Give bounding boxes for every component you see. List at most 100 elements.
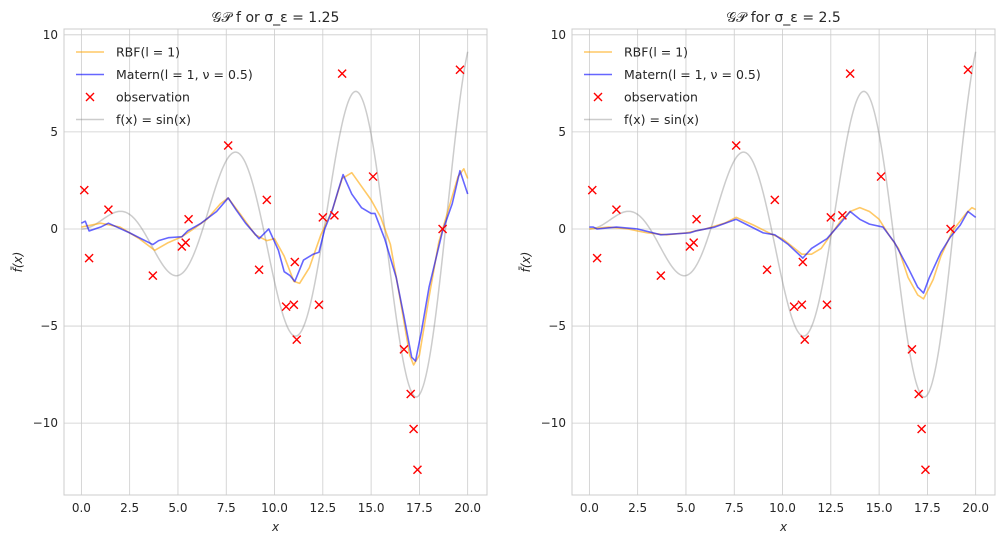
observation-marker — [587, 185, 597, 195]
x-tick-label: 12.5 — [817, 501, 844, 515]
observation-marker — [103, 205, 113, 215]
observation-marker — [800, 335, 810, 345]
x-axis-label: x — [271, 520, 280, 534]
observation-marker — [656, 271, 666, 281]
observation-marker — [731, 141, 741, 150]
plot-area — [587, 51, 977, 475]
y-tick-label: −5 — [548, 319, 566, 333]
observation-marker — [262, 195, 272, 205]
y-tick-label: 10 — [43, 28, 58, 42]
observation-marker — [611, 205, 621, 215]
x-tick-label: 7.5 — [217, 501, 236, 515]
chart-title: 𝒢𝒫 f or σ_ε = 1.25 — [212, 10, 340, 26]
observation-marker — [399, 344, 409, 354]
x-axis-label: x — [779, 520, 788, 534]
observation-marker — [289, 300, 299, 310]
legend-marker-observation — [85, 92, 95, 102]
observation-marker — [79, 185, 89, 195]
plot-area — [79, 51, 469, 475]
y-tick-label: 5 — [50, 125, 58, 139]
observation-marker — [292, 335, 302, 345]
x-tick-label: 17.5 — [914, 501, 941, 515]
observation-marker — [254, 265, 264, 275]
observation-marker — [290, 257, 300, 267]
observation-marker — [84, 253, 94, 263]
observation-marker — [329, 210, 339, 220]
observation-marker — [917, 424, 927, 434]
observation-marker — [689, 238, 699, 248]
y-axis-label: f̄(x) — [11, 252, 25, 273]
observation-marker — [837, 210, 847, 220]
observation-marker — [412, 465, 422, 475]
legend-label: RBF(l = 1) — [116, 45, 180, 60]
legend-label: RBF(l = 1) — [624, 45, 688, 60]
observation-marker — [876, 172, 886, 182]
observation-marker — [914, 389, 924, 399]
observation-marker — [406, 389, 416, 399]
x-tick-label: 0.0 — [72, 501, 91, 515]
y-axis-label: f̄(x) — [519, 252, 533, 273]
observation-marker — [223, 141, 233, 150]
observation-marker — [592, 253, 602, 263]
plot-frame — [571, 28, 996, 496]
y-tick-label: 5 — [558, 125, 566, 139]
y-tick-label: −10 — [33, 416, 58, 430]
truth-curve — [589, 51, 977, 398]
observation-marker — [184, 214, 194, 224]
observation-marker — [946, 224, 956, 234]
observation-marker — [798, 257, 808, 267]
observation-marker — [692, 214, 702, 224]
observation-marker — [148, 271, 158, 281]
observation-marker — [845, 69, 855, 79]
observation-marker — [368, 172, 378, 182]
observation-marker — [318, 212, 328, 222]
observation-marker — [314, 300, 324, 310]
observation-marker — [181, 238, 191, 248]
legend-label: Matern(l = 1, ν = 0.5) — [624, 67, 761, 82]
plot-frame — [63, 28, 488, 496]
observation-marker — [281, 302, 291, 312]
matern-mean-curve — [589, 210, 977, 294]
observation-marker — [963, 65, 973, 75]
chart-panel-left: 0.0 2.5 5.0 7.5 10.0 12.5 15.0 17.5 20.0 −10 −5 0 5 1… — [11, 10, 488, 534]
legend-marker-observation — [593, 92, 603, 102]
observation-marker — [409, 424, 419, 434]
x-tick-label: 5.0 — [168, 501, 187, 515]
matern-mean-curve — [81, 169, 469, 362]
observation-marker — [455, 65, 465, 75]
legend-label: observation — [624, 90, 698, 105]
x-tick-label: 10.0 — [769, 501, 796, 515]
x-tick-label: 0.0 — [580, 501, 599, 515]
truth-curve — [81, 51, 469, 398]
x-tick-label: 20.0 — [962, 501, 989, 515]
chart-title: 𝒢𝒫 for σ_ε = 2.5 — [726, 10, 841, 26]
x-tick-label: 10.0 — [261, 501, 288, 515]
legend-label: Matern(l = 1, ν = 0.5) — [116, 67, 253, 82]
observation-marker — [337, 69, 347, 79]
y-tick-label: 0 — [558, 222, 566, 236]
legend-label: f(x) = sin(x) — [624, 112, 699, 127]
observation-marker — [789, 302, 799, 312]
legend-label: f(x) = sin(x) — [116, 112, 191, 127]
x-tick-label: 17.5 — [406, 501, 433, 515]
x-tick-label: 7.5 — [725, 501, 744, 515]
chart-panel-right: 0.0 2.5 5.0 7.5 10.0 12.5 15.0 17.5 20.0 −10 −5 0 5 1… — [519, 10, 996, 534]
x-tick-label: 20.0 — [454, 501, 481, 515]
x-tick-label: 15.0 — [358, 501, 385, 515]
x-tick-label: 2.5 — [628, 501, 647, 515]
observation-marker — [907, 344, 917, 354]
observation-marker — [822, 300, 832, 310]
y-tick-label: −10 — [541, 416, 566, 430]
x-tick-label: 15.0 — [866, 501, 893, 515]
observation-marker — [770, 195, 780, 205]
x-tick-label: 12.5 — [309, 501, 336, 515]
observation-marker — [920, 465, 930, 475]
x-tick-label: 2.5 — [120, 501, 139, 515]
y-tick-label: 10 — [551, 28, 566, 42]
observation-marker — [438, 224, 448, 234]
observation-marker — [797, 300, 807, 310]
observation-marker — [762, 265, 772, 275]
y-tick-label: −5 — [40, 319, 58, 333]
observation-marker — [826, 212, 836, 222]
